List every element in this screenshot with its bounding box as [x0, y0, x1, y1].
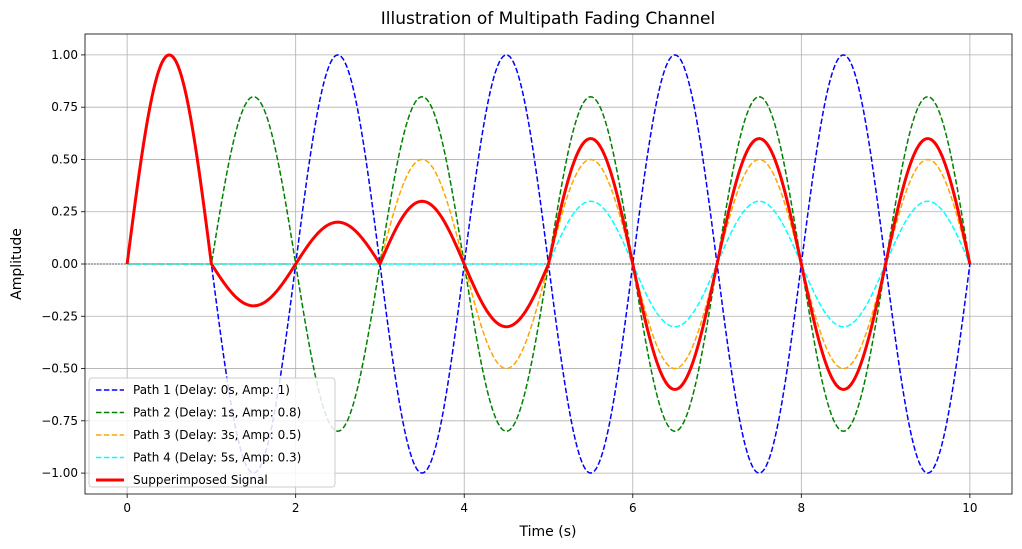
- y-tick-label: 0.00: [51, 257, 78, 271]
- legend-label: Supperimposed Signal: [133, 473, 268, 487]
- y-axis-label: Amplitude: [9, 228, 25, 300]
- y-tick-label: 0.50: [51, 152, 78, 166]
- legend: Path 1 (Delay: 0s, Amp: 1) Path 2 (Delay:…: [88, 377, 336, 488]
- y-tick-label: −0.75: [41, 414, 78, 428]
- legend-label: Path 4 (Delay: 5s, Amp: 0.3): [133, 451, 301, 465]
- y-tick-label: −0.50: [41, 362, 78, 376]
- chart-title: Illustration of Multipath Fading Channel: [381, 9, 715, 29]
- x-tick-label: 0: [123, 501, 131, 515]
- y-tick-label: 0.25: [51, 205, 78, 219]
- y-tick-label: 0.75: [51, 100, 78, 114]
- y-tick-label: 1.00: [51, 48, 78, 62]
- legend-label: Path 1 (Delay: 0s, Amp: 1): [133, 383, 290, 397]
- tick-layer: 0 2 4 6 8 10 −1.00 −0.75 −0.50 −0.25 0.00 0.25 0.50 0…: [41, 48, 977, 515]
- x-axis-label: Time (s): [519, 524, 577, 540]
- legend-box: [88, 377, 336, 488]
- x-tick-label: 6: [629, 501, 637, 515]
- y-tick-label: −0.25: [41, 309, 78, 323]
- series-line: [125, 53, 972, 391]
- y-tick-label: −1.00: [41, 466, 78, 480]
- legend-label: Path 2 (Delay: 1s, Amp: 0.8): [133, 406, 301, 420]
- x-tick-label: 2: [292, 501, 300, 515]
- x-tick-label: 10: [962, 501, 977, 515]
- x-tick-label: 4: [460, 501, 468, 515]
- x-tick-label: 8: [797, 501, 805, 515]
- legend-label: Path 3 (Delay: 3s, Amp: 0.5): [133, 428, 301, 442]
